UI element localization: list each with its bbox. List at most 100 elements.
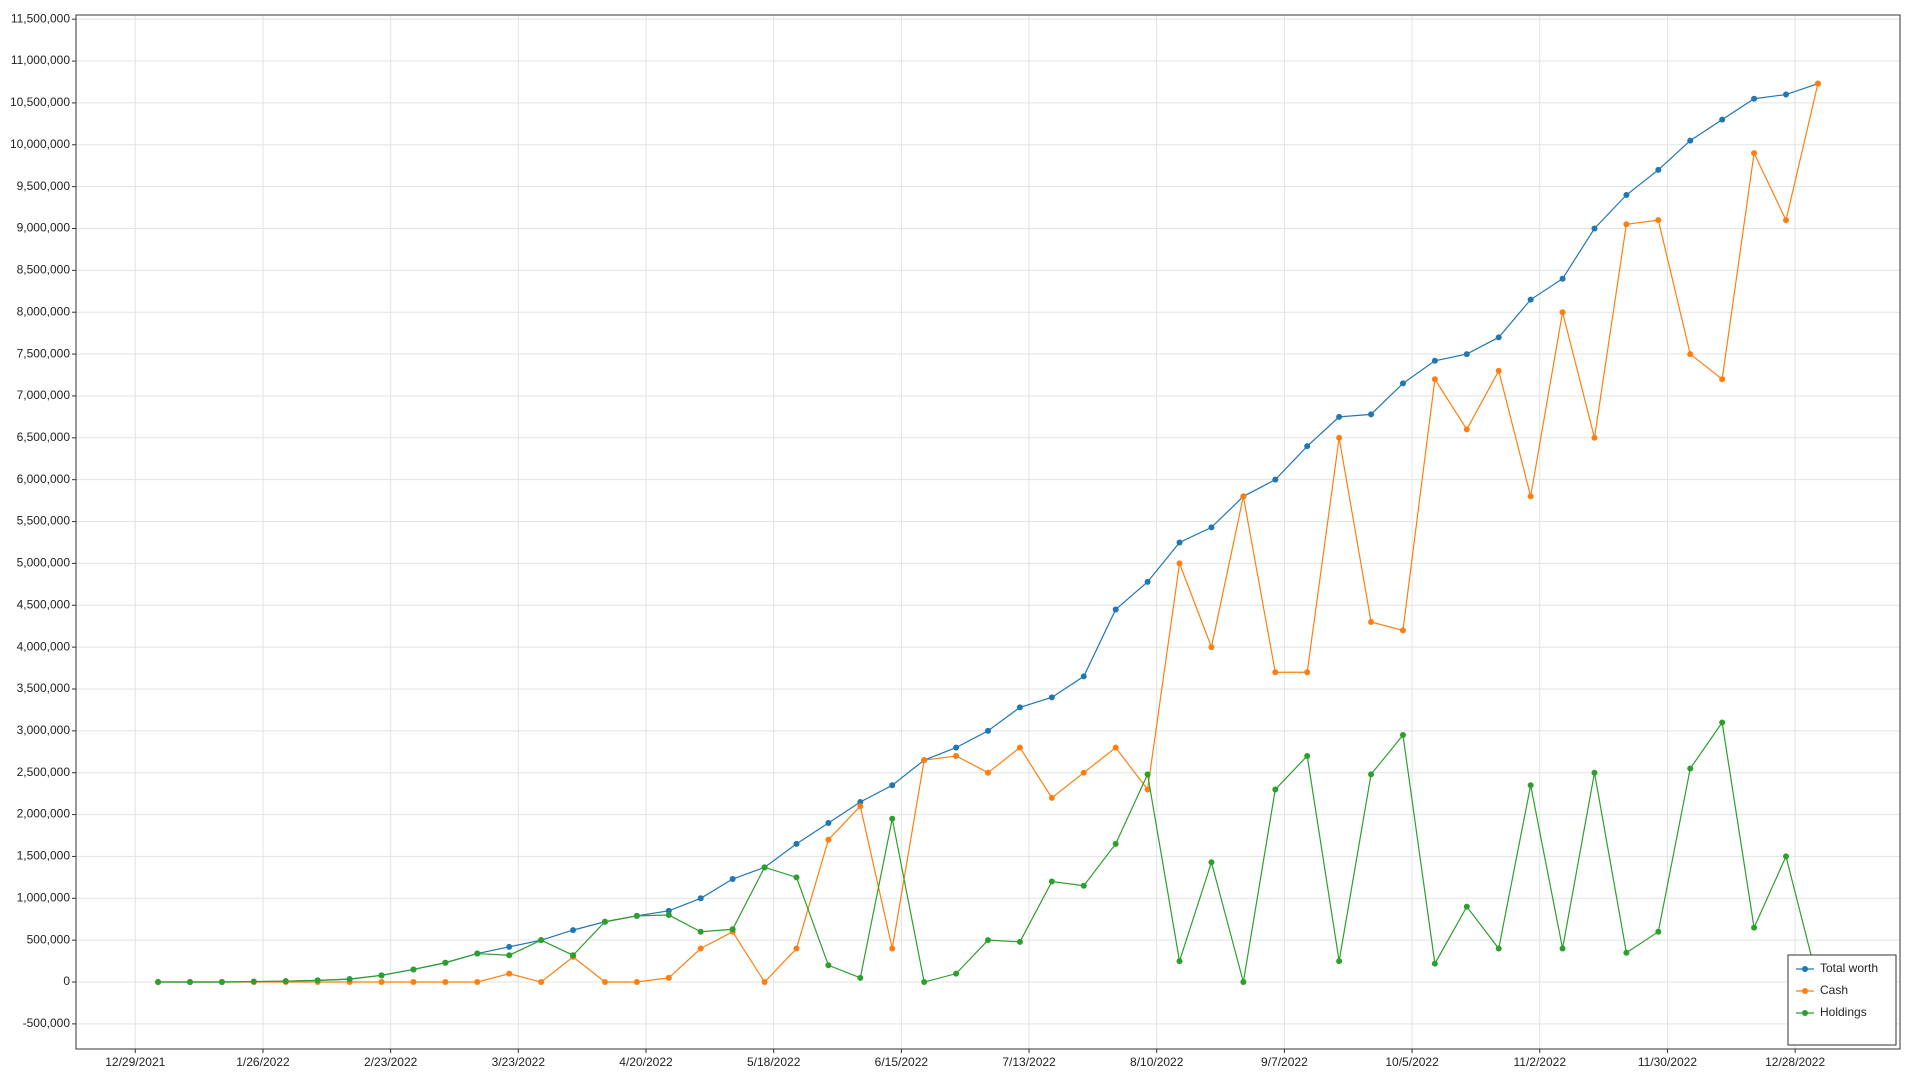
data-point (1016, 744, 1023, 751)
data-point (442, 979, 449, 986)
data-point (1527, 296, 1534, 303)
data-point (1751, 95, 1758, 102)
x-tick-label: 4/20/2022 (619, 1055, 673, 1069)
legend-label: Holdings (1820, 1005, 1867, 1019)
data-point (633, 979, 640, 986)
data-point (1783, 91, 1789, 98)
series-line (158, 83, 1819, 983)
data-point (1783, 217, 1789, 224)
data-point (1272, 669, 1279, 676)
x-tick-label: 5/18/2022 (747, 1055, 801, 1069)
data-point (570, 952, 577, 959)
data-point (1016, 938, 1023, 945)
y-tick-label: 0 (63, 974, 70, 988)
y-tick-label: 8,000,000 (17, 304, 71, 318)
data-point (1495, 945, 1502, 952)
data-point (410, 966, 417, 973)
data-point (1368, 619, 1375, 626)
data-point (1655, 166, 1662, 173)
data-point (1368, 771, 1375, 778)
data-point (1399, 732, 1406, 739)
data-point (889, 815, 896, 822)
data-point (1144, 578, 1151, 585)
data-point (1144, 771, 1151, 778)
data-point (1623, 192, 1630, 199)
data-point (1623, 221, 1630, 228)
x-tick-label: 2/23/2022 (364, 1055, 418, 1069)
data-point (857, 803, 864, 810)
data-point (1048, 694, 1055, 701)
data-point (1304, 669, 1311, 676)
data-point (1623, 949, 1630, 956)
data-point (1431, 357, 1438, 364)
data-point (729, 926, 736, 933)
data-point (1719, 376, 1726, 383)
data-point (1719, 116, 1726, 123)
data-point (857, 799, 864, 806)
data-point (538, 979, 545, 986)
x-tick-label: 8/10/2022 (1130, 1055, 1184, 1069)
data-point (1527, 782, 1534, 789)
legend: Total worth Cash Holdings (1787, 954, 1897, 1046)
y-tick-label: 1,000,000 (17, 890, 71, 904)
data-point (1336, 434, 1343, 441)
y-tick-label: 2,500,000 (17, 765, 71, 779)
data-point (1176, 560, 1183, 567)
data-point (665, 974, 672, 981)
y-tick-label: 10,500,000 (10, 95, 70, 109)
data-point (665, 912, 672, 919)
y-tick-label: 4,500,000 (17, 597, 71, 611)
data-point (538, 937, 545, 944)
data-point (1272, 786, 1279, 793)
y-tick-label: 6,000,000 (17, 472, 71, 486)
data-point (1431, 376, 1438, 383)
x-tick-label: 12/29/2021 (105, 1055, 165, 1069)
data-point (1591, 434, 1598, 441)
data-point (1527, 493, 1534, 500)
data-point (1304, 443, 1311, 450)
data-point (825, 962, 832, 969)
data-point (314, 977, 321, 984)
data-point (1495, 367, 1502, 374)
data-point (1687, 765, 1694, 772)
data-point (1240, 493, 1247, 500)
x-tick-label: 1/26/2022 (236, 1055, 290, 1069)
data-point (729, 876, 736, 883)
data-point (761, 864, 768, 871)
data-point (155, 979, 162, 986)
data-point (1336, 413, 1343, 420)
data-point (1336, 958, 1343, 965)
data-point (1687, 137, 1694, 144)
legend-label: Total worth (1820, 961, 1878, 975)
data-point (1751, 150, 1758, 157)
data-point (825, 836, 832, 843)
y-tick-label: 11,000,000 (11, 53, 70, 67)
x-tick-label: 3/23/2022 (492, 1055, 546, 1069)
data-point (761, 979, 768, 986)
data-point (1368, 411, 1375, 418)
data-point (793, 840, 800, 847)
x-tick-label: 11/2/2022 (1514, 1055, 1567, 1069)
data-point (506, 943, 513, 950)
data-point (1463, 351, 1470, 358)
data-point (346, 976, 353, 983)
data-point (1176, 958, 1183, 965)
y-tick-label: 9,000,000 (17, 221, 71, 235)
data-point (1399, 627, 1406, 634)
data-point (697, 928, 704, 935)
data-point (889, 782, 896, 789)
data-point (1783, 853, 1789, 860)
data-point (601, 918, 608, 925)
data-point (1144, 786, 1151, 793)
data-point (1559, 275, 1566, 282)
data-point (1080, 882, 1087, 889)
data-point (697, 945, 704, 952)
data-point (1814, 80, 1821, 87)
y-tick-label: 5,500,000 (17, 514, 71, 528)
y-tick-label: 8,500,000 (17, 263, 71, 277)
x-tick-label: 11/30/2022 (1638, 1055, 1697, 1069)
data-point (1112, 606, 1119, 613)
data-point (953, 752, 960, 759)
y-tick-label: 3,500,000 (17, 681, 71, 695)
data-point (857, 974, 864, 981)
